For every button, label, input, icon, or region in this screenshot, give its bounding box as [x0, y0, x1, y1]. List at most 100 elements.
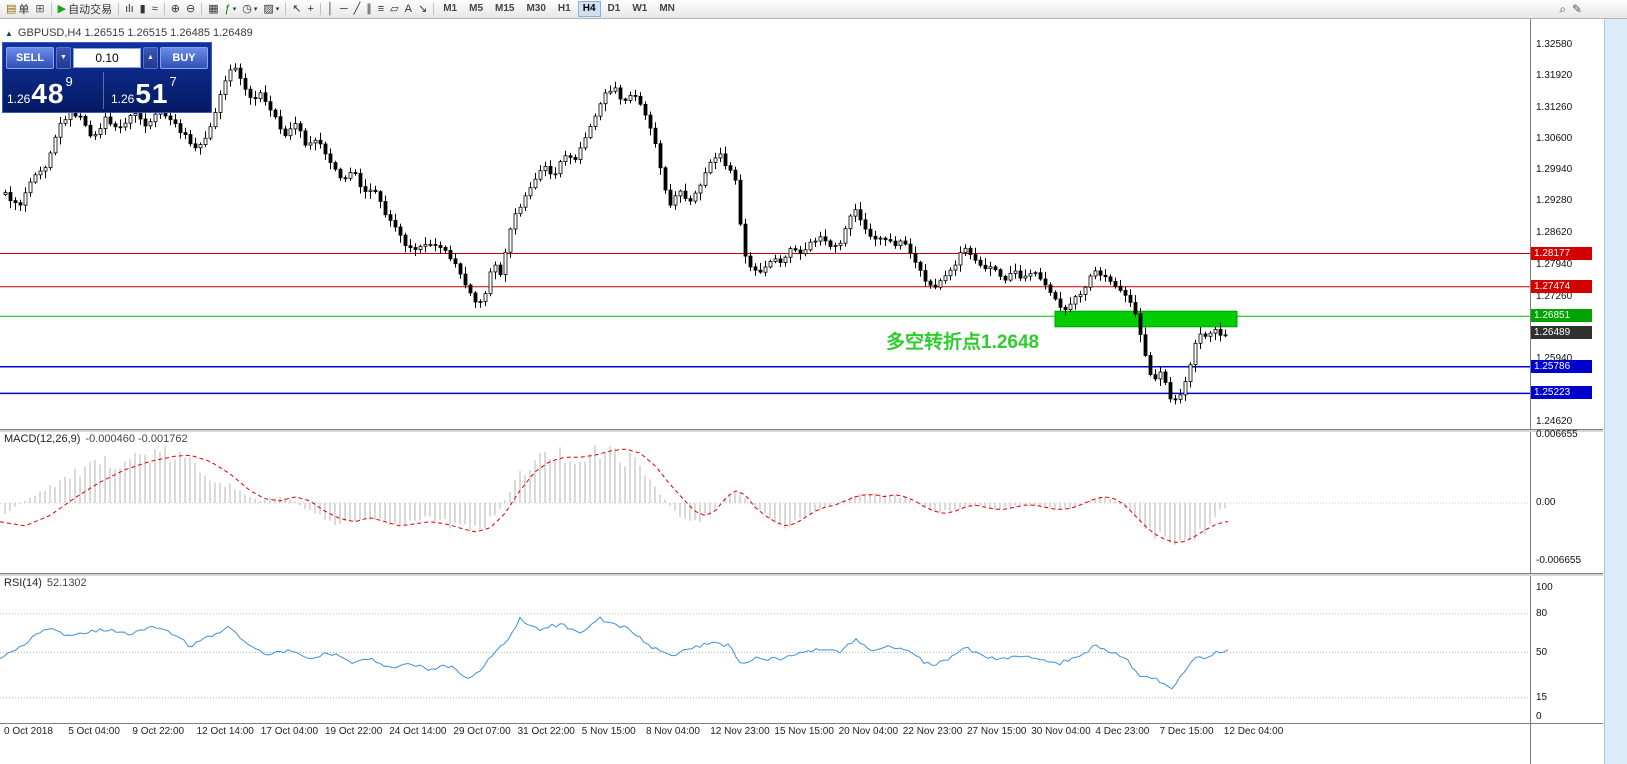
buy-price[interactable]: 1.26 51 7: [103, 72, 207, 109]
vertical-line-icon[interactable]: │: [324, 1, 337, 17]
zoom-out-icon[interactable]: ⊖: [183, 1, 198, 17]
candlestick-chart-icon[interactable]: ▮: [137, 1, 149, 17]
zoom-in-icon: ⊕: [170, 2, 180, 15]
time-axis-label: 15 Nov 15:00: [774, 726, 834, 737]
indicators-icon[interactable]: ƒ ▾: [222, 1, 240, 17]
volume-input[interactable]: [73, 47, 141, 68]
volume-increase-button[interactable]: ▲: [143, 46, 158, 69]
timeframe-d1[interactable]: D1: [607, 3, 621, 14]
trendline-icon[interactable]: ╱: [351, 1, 364, 17]
shapes-icon: ▱: [390, 2, 399, 15]
horizontal-line-icon: ─: [339, 2, 348, 15]
price-badge: 1.26489: [1531, 326, 1592, 340]
one-click-prices: 1.26 48 9 1.26 51 7: [3, 72, 211, 112]
time-axis-label: 17 Oct 04:00: [260, 726, 319, 737]
time-axis-label: 9 Oct 22:00: [132, 726, 185, 737]
toolbar-separator: [163, 3, 165, 15]
panel-divider[interactable]: [0, 429, 1603, 432]
crosshair-icon: +: [307, 2, 314, 15]
volume-decrease-button[interactable]: ▼: [56, 46, 71, 69]
macd-values: -0.000460 -0.001762: [85, 433, 188, 445]
time-axis-label: 22 Nov 23:00: [902, 726, 963, 737]
macd-scale-label: 0.006655: [1536, 429, 1578, 440]
time-axis-label: 12 Dec 04:00: [1223, 726, 1284, 737]
timeframe-m30[interactable]: M30: [526, 3, 546, 14]
timeframe-h4[interactable]: H4: [577, 1, 601, 17]
sell-button[interactable]: SELL: [6, 46, 54, 69]
indicators-icon: ƒ: [224, 2, 231, 15]
timeframe-m15[interactable]: M15: [495, 3, 515, 14]
price-axis-label: 1.29280: [1536, 195, 1573, 207]
price-axis-label: 1.32580: [1536, 39, 1573, 50]
macd-panel[interactable]: [0, 431, 1530, 573]
buy-price-small: 1.26: [111, 92, 135, 106]
tile-windows-icon[interactable]: ▦: [205, 1, 221, 17]
bar-chart-icon[interactable]: ılı: [122, 1, 137, 17]
timeframe-m5[interactable]: M5: [469, 3, 484, 14]
price-badge: 1.25223: [1531, 386, 1592, 400]
price-axis-label: 1.24620: [1536, 416, 1573, 427]
new-order-icon[interactable]: ▤ 单: [3, 1, 32, 17]
line-chart-icon[interactable]: ≈: [149, 1, 161, 17]
candlestick-chart-icon: ▮: [139, 2, 146, 15]
sell-price[interactable]: 1.26 48 9: [7, 72, 103, 109]
fibonacci-icon[interactable]: ≡: [375, 1, 387, 17]
templates-icon: ▨: [263, 2, 274, 15]
cursor-icon[interactable]: ↖: [289, 1, 304, 17]
rsi-title: RSI(14): [4, 577, 42, 589]
periods-icon: ◷: [242, 2, 252, 15]
one-click-top-row: SELL ▼ ▲ BUY: [3, 43, 211, 72]
caret-down-icon: ▾: [232, 6, 237, 13]
turning-zone-rect[interactable]: [1054, 310, 1238, 328]
macd-title: MACD(12,26,9): [4, 433, 81, 445]
one-click-collapse-icon[interactable]: ▲: [5, 28, 13, 38]
time-axis-label: 24 Oct 14:00: [389, 726, 447, 737]
zoom-in-icon[interactable]: ⊕: [168, 1, 183, 17]
horizontal-line-icon[interactable]: ─: [337, 1, 351, 17]
timeframe-w1[interactable]: W1: [632, 3, 648, 14]
vertical-scrollbar[interactable]: [1604, 18, 1627, 764]
time-axis-label: 12 Oct 14:00: [196, 726, 254, 737]
price-badge: 1.27474: [1531, 279, 1592, 293]
templates-icon[interactable]: ▨ ▾: [260, 1, 282, 17]
caret-down-icon: ▾: [253, 6, 258, 13]
price-chart[interactable]: 多空转折点1.2648: [0, 18, 1530, 429]
rsi-scale-label: 80: [1536, 607, 1548, 619]
autotrade-button[interactable]: ▶ 自动交易: [55, 1, 115, 17]
panel-divider[interactable]: [0, 573, 1603, 576]
timeframe-m1[interactable]: M1: [443, 3, 458, 14]
rsi-line: [0, 616, 1229, 690]
price-axis-label: 1.28620: [1536, 226, 1573, 238]
shapes-icon[interactable]: ▱: [387, 1, 401, 17]
channel-icon[interactable]: ∥: [363, 1, 375, 17]
arrow-icon: ↘: [417, 2, 428, 15]
price-axis-label: 1.25940: [1536, 353, 1572, 364]
rsi-label: RSI(14) 52.1302: [4, 577, 87, 589]
line-chart-icon: ≈: [151, 2, 158, 15]
text-icon[interactable]: A: [402, 1, 415, 17]
macd-scale-label: -0.006655: [1536, 555, 1582, 566]
new-order-icon-label: 单: [18, 4, 30, 16]
chart-window-icon[interactable]: ⊞: [32, 1, 47, 17]
periods-icon[interactable]: ◷ ▾: [239, 1, 260, 17]
candles: [3, 63, 1228, 405]
turning-point-annotation[interactable]: 多空转折点1.2648: [886, 330, 1039, 353]
caret-down-icon: ▾: [275, 6, 280, 13]
timeframe-bar: M1 M5 M15 M30 H1 H4 D1 W1 MN: [437, 1, 681, 17]
one-click-trading-panel: SELL ▼ ▲ BUY 1.26 48 9 1.26 51 7: [2, 42, 212, 113]
time-axis-label: 5 Oct 04:00: [68, 726, 120, 737]
rsi-panel[interactable]: [0, 575, 1530, 723]
price-axis-label: 1.30600: [1536, 132, 1573, 144]
price-badge: 1.26851: [1531, 309, 1592, 323]
time-axis-label: 4 Dec 23:00: [1095, 726, 1150, 737]
cursor-icon: ↖: [292, 2, 302, 15]
crosshair-icon[interactable]: +: [305, 1, 317, 17]
timeframe-h1[interactable]: H1: [557, 3, 571, 14]
time-axis-label: 19 Oct 22:00: [325, 726, 383, 737]
search-icon[interactable]: ⌕: [1559, 1, 1566, 16]
timeframe-mn[interactable]: MN: [659, 3, 675, 14]
edit-icon[interactable]: ✎: [1571, 2, 1582, 16]
arrow-icon[interactable]: ↘: [415, 1, 430, 17]
buy-price-big: 51: [135, 78, 169, 110]
buy-button[interactable]: BUY: [160, 46, 208, 69]
